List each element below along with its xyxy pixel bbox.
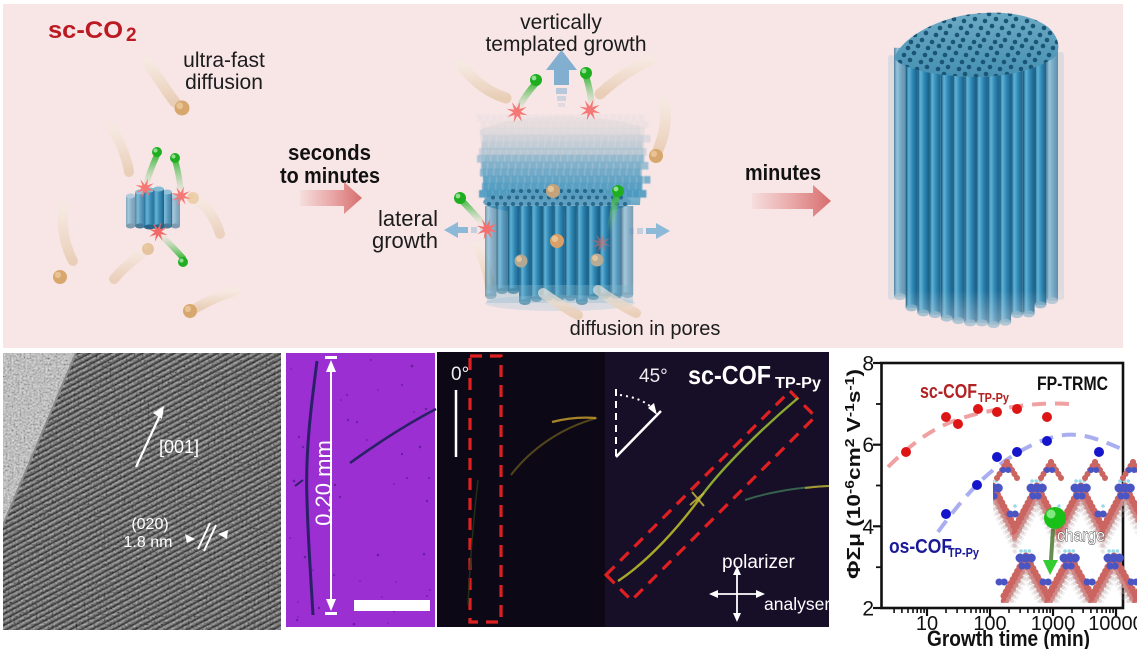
svg-text:100: 100	[973, 613, 1006, 635]
svg-text:ΦΣμ (10-6cm2 V-1s-1): ΦΣμ (10-6cm2 V-1s-1)	[843, 369, 864, 579]
svg-text:vertically: vertically	[520, 11, 602, 34]
svg-text:2: 2	[862, 598, 874, 621]
svg-text:45°: 45°	[639, 366, 668, 387]
svg-text:6: 6	[862, 434, 874, 457]
svg-text:2: 2	[126, 25, 137, 46]
svg-text:diffusion in pores: diffusion in pores	[570, 318, 721, 340]
svg-text:8: 8	[862, 353, 874, 376]
svg-text:FP-TRMC: FP-TRMC	[1037, 374, 1108, 395]
svg-text:diffusion: diffusion	[185, 71, 263, 94]
svg-text:sc-CO: sc-CO	[48, 17, 123, 44]
svg-text:to minutes: to minutes	[280, 163, 380, 188]
svg-text:10: 10	[916, 613, 938, 635]
svg-text:sc-COF: sc-COF	[920, 381, 977, 403]
svg-text:TP-Py: TP-Py	[978, 390, 1010, 405]
svg-text:sc-COF: sc-COF	[688, 360, 771, 390]
svg-text:TP-Py: TP-Py	[948, 545, 980, 560]
svg-text:templated growth: templated growth	[485, 33, 646, 56]
svg-text:charge: charge	[1057, 526, 1105, 545]
svg-text:0.20 mm: 0.20 mm	[311, 440, 336, 526]
svg-text:1.8 nm: 1.8 nm	[124, 534, 173, 551]
svg-text:minutes: minutes	[745, 160, 821, 185]
svg-text:4: 4	[862, 516, 874, 539]
svg-text:seconds: seconds	[288, 140, 371, 165]
svg-text:ultra-fast: ultra-fast	[183, 49, 265, 72]
svg-text:1000: 1000	[1031, 613, 1076, 635]
svg-text:(020): (020)	[131, 516, 168, 533]
svg-text:TP-Py: TP-Py	[775, 375, 821, 392]
svg-text:Growth time (min): Growth time (min)	[927, 626, 1090, 649]
svg-text:analyser: analyser	[764, 594, 830, 614]
svg-text:os-COF: os-COF	[889, 536, 952, 558]
svg-text:0°: 0°	[451, 364, 469, 385]
svg-text:lateral: lateral	[378, 206, 438, 231]
svg-text:[001]: [001]	[159, 437, 199, 457]
svg-text:growth: growth	[372, 228, 438, 253]
svg-text:polarizer: polarizer	[722, 552, 796, 573]
svg-text:10000: 10000	[1088, 613, 1137, 635]
